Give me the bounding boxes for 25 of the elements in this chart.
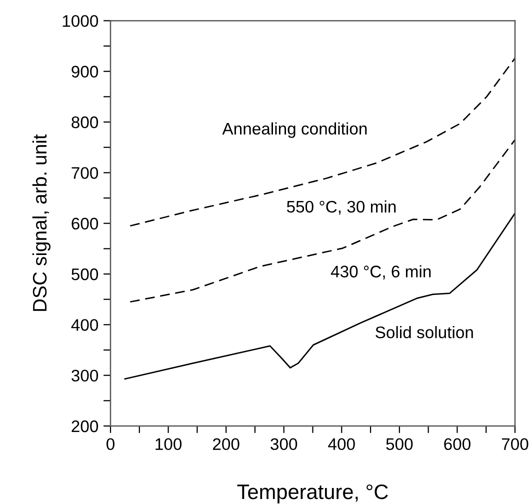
y-tick-label: 800 xyxy=(72,116,98,128)
y-tick-label: 400 xyxy=(71,319,98,331)
annotation: 550 °C, 30 min xyxy=(286,200,396,215)
annotation: Solid solution xyxy=(376,326,473,338)
y-tick-label: 500 xyxy=(72,268,98,280)
y-axis-title: DSC signal, arb. unit xyxy=(32,134,51,311)
line-series xyxy=(129,139,515,303)
y-tick-label: 200 xyxy=(72,420,98,432)
x-tick-label: 500 xyxy=(386,438,413,450)
x-axis-title: Temperature, °C xyxy=(237,484,388,504)
line-series xyxy=(129,57,515,227)
annotation: 430 °C, 6 min xyxy=(330,265,431,280)
y-tick-label: 700 xyxy=(72,167,98,179)
x-tick-label: 300 xyxy=(270,438,298,450)
y-tick-label: 900 xyxy=(72,66,98,78)
x-tick-label: 200 xyxy=(213,438,240,450)
annotation: Annealing condition xyxy=(222,122,367,138)
x-tick-label: 400 xyxy=(328,438,355,450)
y-tick-label: 1000 xyxy=(62,15,98,27)
x-tick-label: 100 xyxy=(156,438,182,450)
x-tick-label: 0 xyxy=(106,438,114,450)
y-tick-label: 600 xyxy=(72,218,98,230)
x-tick-label: 700 xyxy=(502,438,528,450)
y-tick-label: 300 xyxy=(72,370,98,382)
x-tick-label: 600 xyxy=(444,438,470,450)
